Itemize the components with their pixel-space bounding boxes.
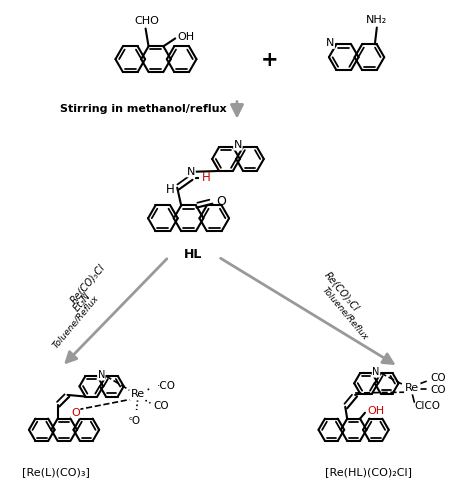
Text: CO: CO [154, 401, 169, 411]
Text: O: O [216, 195, 226, 208]
Text: CHO: CHO [134, 15, 159, 26]
Text: H: H [166, 183, 174, 196]
Text: O: O [71, 408, 80, 418]
Text: CO: CO [430, 373, 446, 383]
Text: ᶜO: ᶜO [128, 416, 141, 426]
Text: Stirring in methanol/reflux: Stirring in methanol/reflux [61, 104, 227, 114]
Text: Re(CO)₅Cl: Re(CO)₅Cl [69, 262, 107, 305]
Text: ·CO: ·CO [157, 381, 176, 391]
Text: [Re(HL)(CO)₂Cl]: [Re(HL)(CO)₂Cl] [325, 467, 412, 477]
Text: N: N [326, 38, 334, 48]
Text: OH: OH [367, 406, 384, 416]
Text: ClCO: ClCO [414, 401, 440, 411]
Text: Re: Re [130, 389, 145, 399]
Text: Et₃N: Et₃N [71, 290, 92, 313]
Text: N: N [98, 370, 105, 380]
Text: N: N [372, 367, 380, 377]
Text: H: H [201, 171, 210, 184]
Text: CO: CO [430, 385, 446, 395]
Text: Re: Re [405, 383, 419, 393]
Text: NH₂: NH₂ [366, 15, 387, 25]
Text: N: N [187, 167, 195, 177]
Text: [Re(L)(CO)₃]: [Re(L)(CO)₃] [22, 467, 90, 477]
Text: Toluene/Reflux: Toluene/Reflux [321, 286, 371, 342]
Text: HL: HL [184, 248, 203, 261]
Text: OH: OH [177, 32, 194, 43]
Text: N: N [234, 140, 242, 150]
Text: +: + [261, 50, 278, 70]
Text: Toluene/Reflux: Toluene/Reflux [51, 293, 100, 350]
Text: Re(CO)₅Cl: Re(CO)₅Cl [322, 270, 361, 314]
